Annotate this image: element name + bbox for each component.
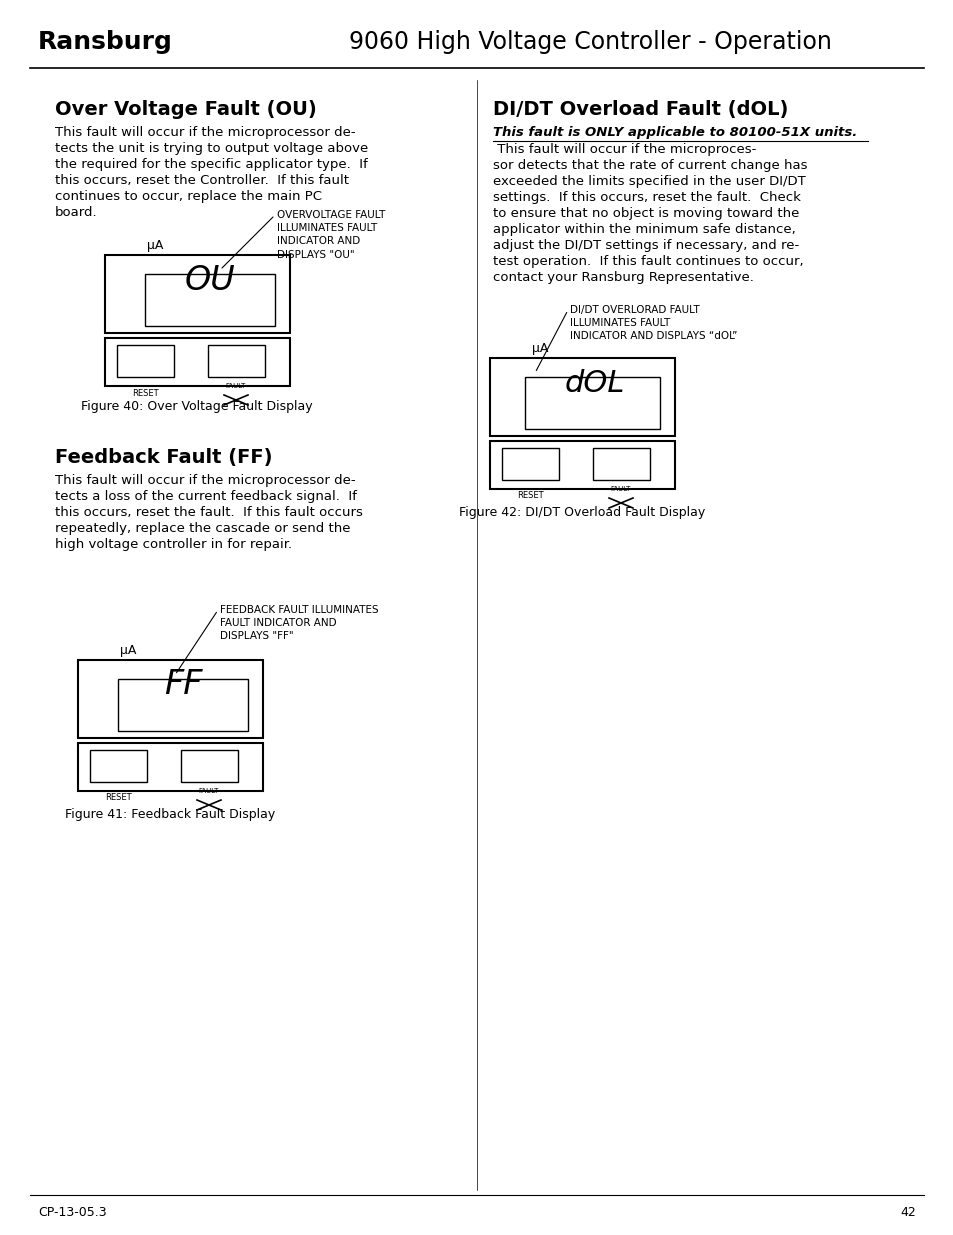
- Bar: [524, 459, 659, 471]
- Text: exceeded the limits specified in the user DI/DT: exceeded the limits specified in the use…: [493, 175, 805, 188]
- Bar: [105, 338, 290, 387]
- Text: test operation.  If this fault continues to occur,: test operation. If this fault continues …: [493, 254, 802, 268]
- Bar: [105, 254, 290, 333]
- Text: FAULT: FAULT: [198, 788, 219, 794]
- Text: Figure 41: Feedback Fault Display: Figure 41: Feedback Fault Display: [65, 808, 274, 821]
- Text: RESET: RESET: [517, 492, 543, 500]
- Text: Figure 40: Over Voltage Fault Display: Figure 40: Over Voltage Fault Display: [81, 400, 313, 412]
- Text: μA: μA: [120, 643, 136, 657]
- Text: adjust the DI/DT settings if necessary, and re-: adjust the DI/DT settings if necessary, …: [493, 240, 799, 252]
- Text: Over Voltage Fault (OU): Over Voltage Fault (OU): [55, 100, 316, 119]
- Text: Feedback Fault (FF): Feedback Fault (FF): [55, 448, 273, 467]
- Text: OU: OU: [185, 263, 235, 296]
- Text: DI/DT Overload Fault (dOL): DI/DT Overload Fault (dOL): [493, 100, 787, 119]
- Bar: [145, 274, 274, 326]
- Text: this occurs, reset the Controller.  If this fault: this occurs, reset the Controller. If th…: [55, 174, 349, 186]
- Text: OVERVOLTAGE FAULT
ILLUMINATES FAULT
INDICATOR AND
DISPLAYS "OU": OVERVOLTAGE FAULT ILLUMINATES FAULT INDI…: [276, 210, 385, 259]
- Bar: [118, 679, 248, 731]
- Text: FF: FF: [164, 668, 202, 701]
- Bar: [501, 448, 558, 480]
- Text: Figure 42: DI/DT Overload Fault Display: Figure 42: DI/DT Overload Fault Display: [458, 506, 704, 519]
- Text: μA: μA: [531, 342, 548, 354]
- Bar: [593, 448, 649, 480]
- Text: CP-13-05.3: CP-13-05.3: [38, 1205, 107, 1219]
- Text: settings.  If this occurs, reset the fault.  Check: settings. If this occurs, reset the faul…: [493, 191, 800, 204]
- Text: dOL: dOL: [564, 368, 624, 398]
- Text: high voltage controller in for repair.: high voltage controller in for repair.: [55, 538, 292, 551]
- Text: tects the unit is trying to output voltage above: tects the unit is trying to output volta…: [55, 142, 368, 156]
- Bar: [117, 345, 173, 377]
- Bar: [524, 377, 659, 429]
- Text: to ensure that no object is moving toward the: to ensure that no object is moving towar…: [493, 207, 799, 220]
- Bar: [208, 345, 265, 377]
- Text: board.: board.: [55, 206, 97, 219]
- Text: RESET: RESET: [132, 389, 158, 398]
- Bar: [118, 761, 248, 772]
- Text: FAULT: FAULT: [610, 487, 631, 492]
- Text: This fault is ONLY applicable to 80100-51X units.: This fault is ONLY applicable to 80100-5…: [493, 126, 857, 140]
- Bar: [90, 750, 147, 782]
- Text: tects a loss of the current feedback signal.  If: tects a loss of the current feedback sig…: [55, 490, 356, 503]
- Text: continues to occur, replace the main PC: continues to occur, replace the main PC: [55, 190, 322, 203]
- Bar: [78, 743, 263, 790]
- Text: This fault will occur if the microproces-: This fault will occur if the microproces…: [493, 143, 756, 156]
- Text: This fault will occur if the microprocessor de-: This fault will occur if the microproces…: [55, 474, 355, 487]
- Bar: [145, 356, 274, 367]
- Text: DI/DT OVERLORAD FAULT
ILLUMINATES FAULT
INDICATOR AND DISPLAYS “dOL”: DI/DT OVERLORAD FAULT ILLUMINATES FAULT …: [569, 305, 737, 341]
- Text: This fault will occur if the microprocessor de-: This fault will occur if the microproces…: [55, 126, 355, 140]
- Text: applicator within the minimum safe distance,: applicator within the minimum safe dista…: [493, 224, 795, 236]
- Bar: [490, 358, 675, 436]
- Text: sor detects that the rate of current change has: sor detects that the rate of current cha…: [493, 159, 806, 172]
- Bar: [78, 659, 263, 739]
- Text: Ransburg: Ransburg: [38, 30, 172, 54]
- Text: this occurs, reset the fault.  If this fault occurs: this occurs, reset the fault. If this fa…: [55, 506, 362, 519]
- Text: RESET: RESET: [105, 794, 132, 803]
- Text: FAULT: FAULT: [226, 383, 246, 389]
- Bar: [181, 750, 237, 782]
- Text: μA: μA: [147, 240, 163, 252]
- Text: 9060 High Voltage Controller - Operation: 9060 High Voltage Controller - Operation: [348, 30, 831, 54]
- Text: contact your Ransburg Representative.: contact your Ransburg Representative.: [493, 270, 753, 284]
- Text: FEEDBACK FAULT ILLUMINATES
FAULT INDICATOR AND
DISPLAYS "FF": FEEDBACK FAULT ILLUMINATES FAULT INDICAT…: [220, 605, 378, 641]
- Text: the required for the specific applicator type.  If: the required for the specific applicator…: [55, 158, 367, 170]
- Text: 42: 42: [900, 1205, 915, 1219]
- Text: repeatedly, replace the cascade or send the: repeatedly, replace the cascade or send …: [55, 522, 350, 535]
- Bar: [490, 441, 675, 489]
